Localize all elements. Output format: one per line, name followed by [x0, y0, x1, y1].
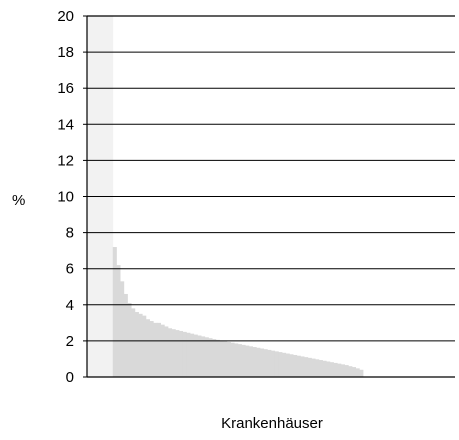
data-bar [215, 339, 220, 377]
data-bar [351, 367, 357, 377]
data-bar [296, 355, 301, 377]
data-bar [259, 348, 265, 377]
data-bar [212, 339, 217, 377]
data-bar [142, 315, 147, 377]
data-bar [263, 349, 268, 377]
data-bar [322, 360, 327, 377]
data-bar [182, 331, 187, 378]
data-bar [340, 364, 345, 377]
data-bar [278, 352, 283, 377]
data-bar [219, 340, 224, 377]
data-bar [179, 330, 184, 377]
data-bar [333, 362, 338, 377]
data-bar [197, 335, 202, 377]
data-bar [186, 332, 191, 377]
data-bar [171, 329, 176, 377]
data-bar [175, 330, 180, 377]
data-bar [156, 322, 161, 377]
data-bar [326, 361, 331, 377]
data-bar [164, 326, 169, 377]
data-bar [134, 312, 139, 377]
data-bar [112, 247, 117, 377]
data-bar [120, 281, 125, 377]
data-bar [359, 369, 364, 377]
data-bar [311, 358, 316, 377]
data-bar [127, 303, 132, 377]
x-axis-label: Krankenhäuser [221, 415, 323, 432]
data-bar [237, 344, 242, 377]
data-bar [304, 357, 309, 377]
data-bar [300, 356, 305, 377]
data-bar [315, 359, 320, 377]
data-bar [230, 342, 235, 377]
data-bar [138, 313, 143, 377]
tick-layer: 0 2 4 6 8 10 12 14 16 18 20 [57, 8, 87, 386]
y-tick-label: 14 [57, 116, 74, 133]
data-bar [289, 354, 294, 377]
data-bar [344, 365, 349, 377]
y-tick-label: 18 [57, 44, 74, 61]
data-bar [149, 321, 154, 377]
y-tick-label: 8 [66, 225, 74, 242]
y-axis-label: % [12, 192, 25, 209]
y-tick-label: 20 [57, 8, 74, 25]
data-bar [160, 324, 165, 377]
data-bar [318, 360, 323, 377]
data-bar [153, 322, 158, 377]
data-bar [252, 347, 257, 377]
data-bar [234, 343, 239, 377]
y-tick-label: 10 [57, 189, 74, 206]
data-bar [204, 337, 209, 377]
data-bar [285, 353, 290, 377]
data-bar [293, 354, 298, 377]
y-tick-label: 4 [66, 297, 74, 314]
data-bar [190, 333, 195, 377]
data-bar [123, 293, 128, 377]
data-bar [256, 347, 261, 377]
data-bar [248, 346, 253, 377]
data-bar [226, 341, 231, 377]
y-tick-label: 6 [66, 261, 74, 278]
data-bar [307, 357, 312, 377]
y-tick-label: 12 [57, 152, 74, 169]
data-bar [131, 308, 136, 377]
y-tick-label: 0 [66, 369, 74, 386]
data-bar [267, 349, 272, 377]
grid-layer [87, 51, 455, 342]
data-bar [355, 368, 360, 377]
data-bar [208, 338, 213, 377]
data-bar [145, 319, 150, 377]
data-bar [223, 341, 228, 377]
data-bar [282, 352, 287, 377]
data-bar [271, 350, 276, 377]
data-bar [348, 366, 353, 377]
data-bar [245, 345, 250, 377]
data-bar [116, 265, 121, 377]
data-bar [193, 334, 198, 377]
y-tick-label: 16 [57, 80, 74, 97]
data-bar [241, 344, 246, 377]
data-bar [329, 362, 334, 377]
data-bar [337, 363, 342, 377]
data-bar [201, 336, 206, 377]
data-bar [274, 351, 279, 377]
y-tick-label: 2 [66, 333, 74, 350]
data-bar [167, 328, 173, 377]
